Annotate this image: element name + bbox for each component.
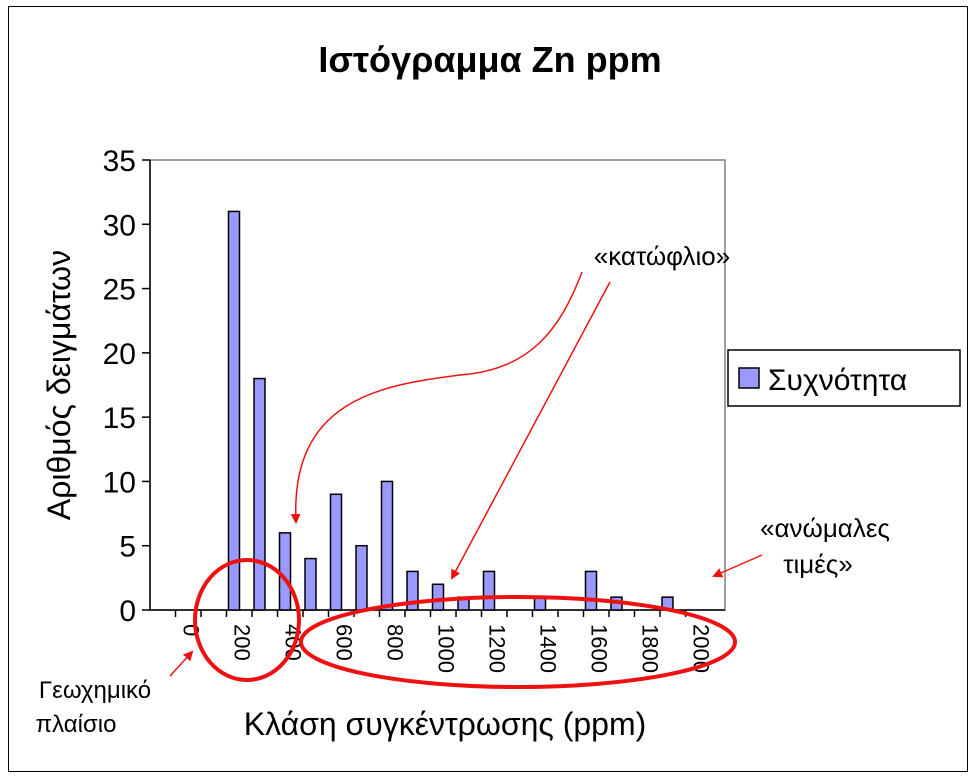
anomalous-arrow xyxy=(712,554,763,578)
threshold-curve-arrow xyxy=(290,271,583,524)
legend-swatch xyxy=(738,367,760,389)
bar-400 xyxy=(278,532,292,611)
background-ellipse xyxy=(193,558,301,682)
y-tick-label: 10 xyxy=(103,466,136,499)
x-axis-label: Κλάση συγκέντρωσης (ppm) xyxy=(244,706,647,742)
bar-1200 xyxy=(482,570,496,611)
anomalous-annotation-line1: «ανώμαλες xyxy=(760,513,890,543)
bar-series xyxy=(227,210,674,611)
legend-label: Συχνότητα xyxy=(768,364,907,397)
bar-600 xyxy=(329,493,343,611)
x-tick-label: 1800 xyxy=(638,624,663,673)
y-tick-label: 0 xyxy=(119,595,136,628)
y-tick-label: 5 xyxy=(119,531,136,564)
y-tick-label: 25 xyxy=(103,274,136,307)
chart-frame xyxy=(8,6,968,772)
x-tick-label: 800 xyxy=(383,624,408,661)
threshold-annotation: «κατώφλιο» xyxy=(594,241,730,271)
annotations: «κατώφλιο» «ανώμαλες τιμές» Γεωχημικό πλ… xyxy=(36,241,890,738)
threshold-straight-arrow xyxy=(451,281,611,580)
bar-900 xyxy=(406,570,419,611)
y-tick-label: 15 xyxy=(103,402,136,435)
bar-200 xyxy=(227,210,241,611)
anomalous-annotation-line2: τιμές» xyxy=(783,549,853,579)
x-tick-label: 0 xyxy=(179,624,204,636)
x-tick-label: 600 xyxy=(332,624,357,661)
x-axis-ticks: 0 200 400 600 800 1000 1200 1400 1600 1800 2000 xyxy=(174,610,714,673)
bar-800 xyxy=(380,480,394,611)
background-annotation-line1: Γεωχημικό xyxy=(39,677,151,704)
bar-1600 xyxy=(584,570,598,611)
y-axis-ticks: 0 5 10 15 20 25 30 35 xyxy=(103,145,150,628)
bar-500 xyxy=(304,557,317,611)
x-tick-label: 1400 xyxy=(536,624,561,673)
y-tick-label: 35 xyxy=(103,145,136,178)
y-tick-label: 20 xyxy=(103,338,136,371)
x-tick-label: 1600 xyxy=(587,624,612,673)
y-tick-label: 30 xyxy=(103,209,136,242)
x-tick-label: 200 xyxy=(230,624,255,661)
background-annotation-line2: πλαίσιο xyxy=(36,711,117,738)
legend-box xyxy=(727,349,961,407)
y-axis-label: Αριθμός δειγμάτων xyxy=(41,250,77,520)
background-arrow xyxy=(169,650,194,677)
anomalous-ellipse xyxy=(299,595,737,689)
x-tick-label: 1200 xyxy=(485,624,510,673)
legend: Συχνότητα xyxy=(727,349,961,407)
bar-700 xyxy=(355,544,368,611)
bar-300 xyxy=(253,377,266,611)
bar-1000 xyxy=(431,583,445,611)
x-tick-label: 1000 xyxy=(434,624,459,673)
chart-title: Ιστόγραμμα Zn ppm xyxy=(318,39,661,80)
